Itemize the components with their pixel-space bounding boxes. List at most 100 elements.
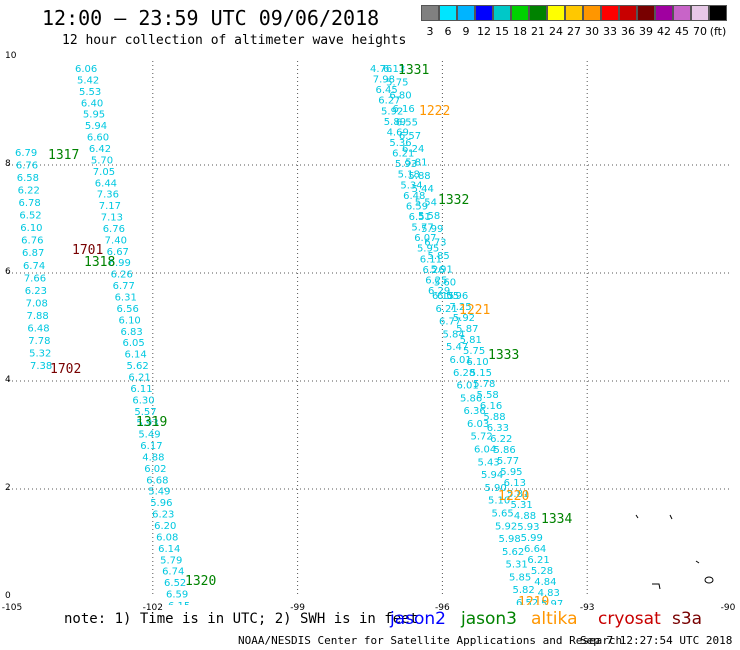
longitude-tick: -99 <box>290 603 305 613</box>
scale-label: 30 <box>585 25 599 38</box>
scale-label: 18 <box>513 25 527 38</box>
scale-label: 3 <box>426 25 434 38</box>
longitude-tick: -102 <box>142 603 164 613</box>
wave-height-value: 6.15 <box>432 291 454 302</box>
wave-height-value: 5.75 <box>386 77 408 88</box>
wave-height-value: 5.43 <box>478 457 500 468</box>
wave-height-value: 5.15 <box>470 368 492 379</box>
wave-height-value: 5.92 <box>453 313 475 324</box>
wave-height-value: 4.69 <box>387 127 409 138</box>
wave-height-value: 6.48 <box>403 191 425 202</box>
wave-height-value: 5.84 <box>443 329 465 340</box>
scale-swatch <box>691 5 709 21</box>
wave-height-value: 5.54 <box>415 198 437 209</box>
wave-height-value: 5.86 <box>494 445 516 456</box>
scale-swatch <box>439 5 457 21</box>
wave-height-value: 5.96 <box>446 291 468 302</box>
wave-height-value: 5.95 <box>500 467 522 478</box>
wave-height-value: 5.72 <box>471 432 493 443</box>
wave-height-value: 5.91 <box>431 264 453 275</box>
wave-height-value: 7.88 <box>26 311 48 322</box>
wave-height-value: 5.93 <box>395 159 417 170</box>
wave-height-value: 6.01 <box>450 355 472 366</box>
wave-height-value: 5.87 <box>456 324 478 335</box>
wave-height-value: 6.07 <box>414 233 436 244</box>
wave-height-value: 5.77 <box>497 456 519 467</box>
satellite-pass-label: 1222 <box>419 104 450 119</box>
wave-height-value: 6.33 <box>487 423 509 434</box>
wave-height-value: 6.22 <box>490 434 512 445</box>
wave-height-value: 6.87 <box>22 248 44 259</box>
wave-height-value: 5.18 <box>398 170 420 181</box>
satellite-pass-label: 1332 <box>438 193 469 208</box>
wave-height-value: 6.29 <box>428 286 450 297</box>
wave-height-value: 6.17 <box>140 441 162 452</box>
latitude-tick: 8 <box>5 159 11 169</box>
wave-height-value: 6.59 <box>406 201 428 212</box>
wave-height-value: 5.44 <box>412 184 434 195</box>
wave-height-value: 6.22 <box>18 186 40 197</box>
wave-height-value: 6.05 <box>437 291 459 302</box>
scale-label: 36 <box>621 25 635 38</box>
wave-height-value: 5.97 <box>541 599 563 605</box>
wave-height-value: 7.08 <box>26 298 48 309</box>
wave-height-value: 5.85 <box>427 251 449 262</box>
wave-height-value: 5.75 <box>463 346 485 357</box>
page-subtitle: 12 hour collection of altimeter wave hei… <box>62 33 407 48</box>
wave-height-value: 5.93 <box>517 522 539 533</box>
wave-height-map: 6.065.425.536.405.955.946.606.425.707.05… <box>8 59 732 605</box>
wave-height-value: 6.26 <box>111 270 133 281</box>
longitude-tick: -105 <box>1 603 23 613</box>
scale-swatch <box>637 5 655 21</box>
coastline-fragment <box>635 514 639 519</box>
scale-swatch <box>529 5 547 21</box>
coastline-islands <box>635 514 714 590</box>
scale-label: 12 <box>477 25 491 38</box>
longitude-tick: -93 <box>579 603 595 613</box>
units-note: note: 1) Time is in UTC; 2) SWH is in fe… <box>64 611 419 627</box>
latitude-tick: 10 <box>5 51 17 61</box>
wave-height-value: 5.49 <box>148 487 170 498</box>
wave-height-value: 5.90 <box>485 483 507 494</box>
wave-height-value: 6.68 <box>146 475 168 486</box>
wave-height-value: 6.21 <box>392 149 414 160</box>
wave-height-value: 5.94 <box>85 121 107 132</box>
scale-swatch <box>457 5 475 21</box>
wave-height-value: 6.08 <box>156 532 178 543</box>
wave-height-value: 5.93 <box>136 418 158 429</box>
wave-height-value: 6.51 <box>409 212 431 223</box>
latitude-tick: 6 <box>5 267 11 277</box>
wave-height-value: 5.81 <box>405 157 427 168</box>
wave-height-value: 6.80 <box>389 91 411 102</box>
wave-height-value: 6.76 <box>103 224 125 235</box>
wave-height-value: 5.85 <box>509 572 531 583</box>
wave-height-value: 5.42 <box>77 75 99 86</box>
scale-label: 21 <box>531 25 545 38</box>
wave-height-value: 6.36 <box>464 406 486 417</box>
legend-jason3: jason3 <box>461 609 517 629</box>
wave-height-value: 7.13 <box>101 213 123 224</box>
wave-height-value: 5.32 <box>29 348 51 359</box>
wave-height-value: 7.17 <box>99 201 121 212</box>
wave-height-value: 6.25 <box>425 275 447 286</box>
wave-height-value: 4.84 <box>534 577 556 588</box>
longitude-tick: -90 <box>720 603 736 613</box>
wave-height-value: 5.62 <box>502 547 524 558</box>
wave-height-value: 6.14 <box>158 544 180 555</box>
scale-label: 39 <box>639 25 653 38</box>
wave-height-value: 5.92 <box>495 521 517 532</box>
wave-height-value: 6.20 <box>154 521 176 532</box>
wave-height-value: 5.82 <box>513 585 535 596</box>
wave-height-value: 6.64 <box>524 544 546 555</box>
scale-label: 70 <box>693 25 707 38</box>
wave-height-value: 6.21 <box>436 304 458 315</box>
wave-height-value: 6.11 <box>420 254 442 265</box>
scale-label: 33 <box>603 25 617 38</box>
coastline-fragment <box>695 560 700 564</box>
scale-swatch <box>655 5 673 21</box>
wave-height-value: 6.79 <box>15 148 37 159</box>
wave-height-value: 6.78 <box>19 198 41 209</box>
wave-height-value: 6.10 <box>119 315 141 326</box>
wave-height-value: 6.21 <box>128 372 150 383</box>
